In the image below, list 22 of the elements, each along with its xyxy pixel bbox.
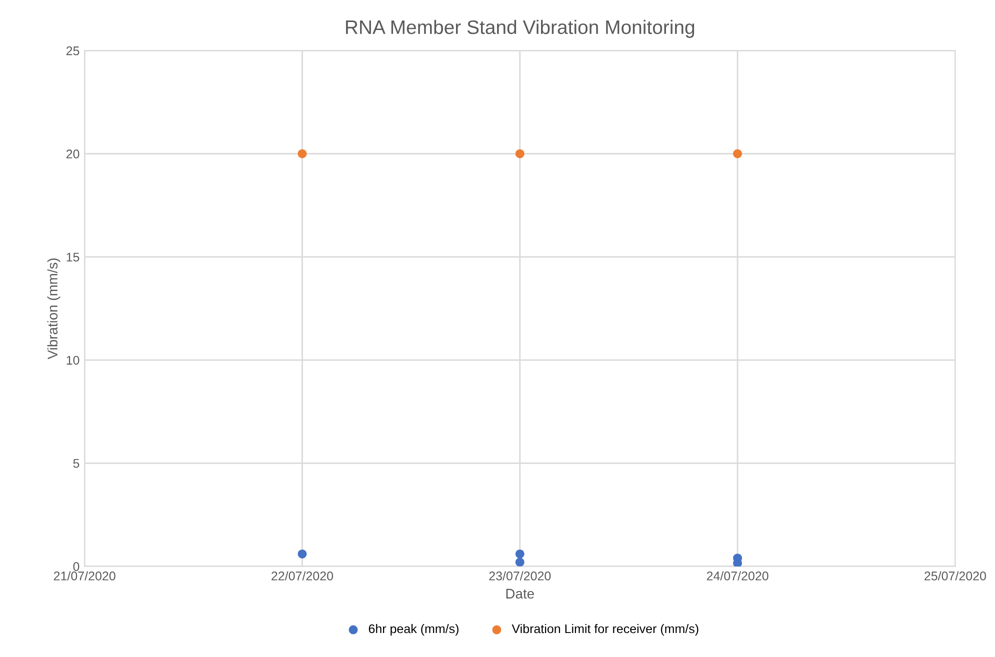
x-tick-label: 25/07/2020 [924, 571, 986, 580]
point [515, 549, 524, 558]
y-tick-label: 20 [66, 150, 80, 158]
y-tick-label: 5 [73, 459, 80, 468]
legend-label: Vibration Limit for receiver (mm/s) [512, 624, 698, 636]
y-tick-label: 15 [66, 252, 80, 262]
x-tick-label: 24/07/2020 [706, 571, 768, 580]
point [298, 549, 307, 558]
x-tick-label: 21/07/2020 [54, 571, 116, 580]
y-tick-label: 10 [66, 356, 80, 365]
x-tick-label: 23/07/2020 [489, 571, 551, 580]
point [298, 149, 307, 158]
point [733, 149, 742, 158]
x-tick-label: 22/07/2020 [272, 571, 334, 580]
y-tick-label: 0 [73, 562, 80, 571]
y-tick-label: 25 [66, 46, 80, 56]
x-axis-title: Date [506, 588, 534, 599]
y-axis-title: Vibration (mm/s) [47, 258, 60, 360]
chart-title: RNA Member Stand Vibration Monitoring [346, 20, 694, 38]
point [515, 149, 524, 158]
point [515, 558, 524, 566]
legend-label: 6hr peak (mm/s) [368, 624, 458, 636]
